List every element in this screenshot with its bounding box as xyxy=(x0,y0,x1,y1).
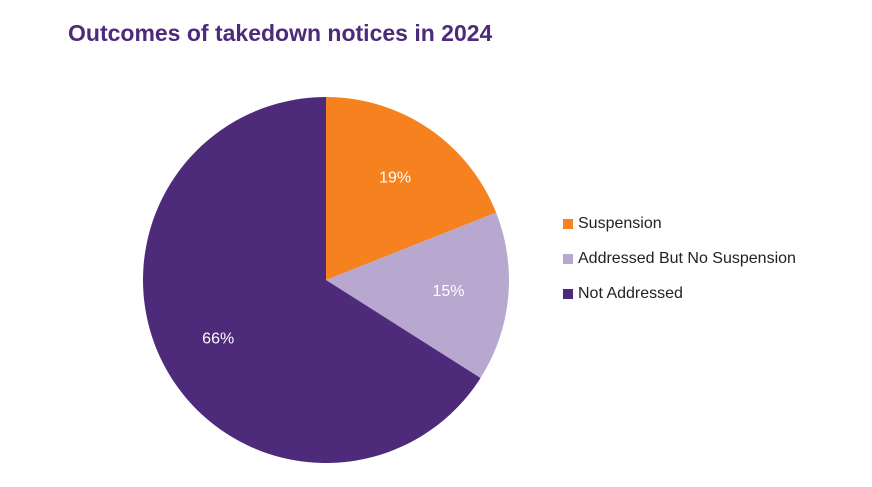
legend-swatch-not-addressed xyxy=(563,289,573,299)
data-label-addressed-but-no-suspension: 15% xyxy=(432,283,464,300)
legend-swatch-suspension xyxy=(563,219,573,229)
legend-label-not-addressed: Not Addressed xyxy=(578,285,683,302)
legend-label-suspension: Suspension xyxy=(578,215,662,232)
chart-title: Outcomes of takedown notices in 2024 xyxy=(68,20,493,46)
pie-slice-addressed-but-no-suspension xyxy=(326,212,510,379)
pie-slice-suspension xyxy=(326,97,497,280)
data-label-not-addressed: 66% xyxy=(202,331,234,348)
legend-item-not-addressed: Not Addressed xyxy=(563,284,796,304)
pie-slice-not-addressed xyxy=(143,96,481,463)
legend: Suspension Addressed But No Suspension N… xyxy=(563,214,796,319)
data-label-suspension: 19% xyxy=(379,170,411,187)
legend-item-suspension: Suspension xyxy=(563,214,796,234)
legend-item-addressed-but-no-suspension: Addressed But No Suspension xyxy=(563,249,796,269)
legend-swatch-addressed-but-no-suspension xyxy=(563,254,573,264)
legend-label-addressed-but-no-suspension: Addressed But No Suspension xyxy=(578,250,796,267)
